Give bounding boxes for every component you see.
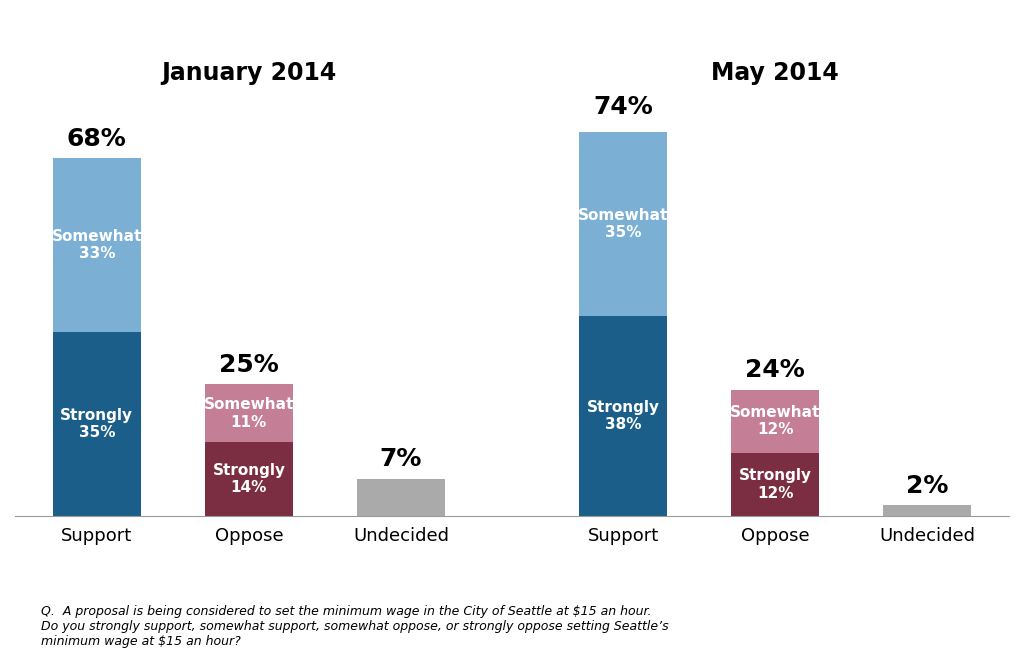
Text: 7%: 7%	[380, 447, 422, 471]
Text: May 2014: May 2014	[712, 61, 839, 85]
Bar	[205, 384, 293, 442]
Text: January 2014: January 2014	[161, 61, 337, 85]
Text: Strongly
38%: Strongly 38%	[587, 400, 659, 432]
Text: 25%: 25%	[219, 352, 279, 377]
Bar	[53, 159, 140, 332]
Text: Strongly
12%: Strongly 12%	[738, 468, 812, 500]
Text: 2%: 2%	[906, 474, 948, 498]
Text: 68%: 68%	[67, 126, 127, 151]
Text: 74%: 74%	[593, 95, 653, 119]
Bar	[884, 506, 971, 516]
Bar	[731, 453, 819, 516]
Bar	[357, 479, 444, 516]
Text: Somewhat
35%: Somewhat 35%	[578, 208, 669, 240]
Bar	[580, 316, 667, 516]
Bar	[53, 332, 140, 516]
Text: 24%: 24%	[745, 358, 805, 382]
Text: Strongly
14%: Strongly 14%	[212, 463, 286, 495]
Text: Somewhat
12%: Somewhat 12%	[730, 405, 820, 438]
Text: Q.  A proposal is being considered to set the minimum wage in the City of Seattl: Q. A proposal is being considered to set…	[41, 605, 669, 648]
Bar	[580, 132, 667, 316]
Text: Strongly
35%: Strongly 35%	[60, 407, 133, 440]
Bar	[731, 390, 819, 453]
Text: Somewhat
33%: Somewhat 33%	[51, 229, 142, 261]
Bar	[205, 442, 293, 516]
Text: Somewhat
11%: Somewhat 11%	[204, 397, 294, 430]
